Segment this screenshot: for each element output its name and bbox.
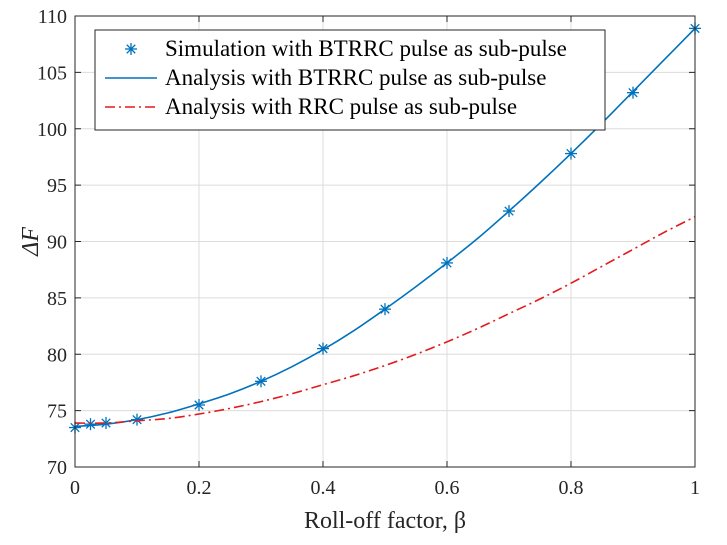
legend-label: Simulation with BTRRC pulse as sub-pulse [165, 36, 567, 61]
series-line [74, 27, 696, 428]
legend-entry: Analysis with RRC pulse as sub-pulse [105, 94, 517, 119]
y-tick-label: 90 [47, 232, 67, 254]
y-tick-label: 75 [47, 401, 67, 423]
legend-entry: Analysis with BTRRC pulse as sub-pulse [105, 65, 546, 90]
y-axis-label: ΔF [18, 227, 44, 257]
x-tick-label: 0 [70, 477, 80, 499]
legend-entry: Simulation with BTRRC pulse as sub-pulse [125, 36, 567, 61]
y-tick-label: 85 [47, 288, 67, 310]
y-tick-label: 100 [37, 119, 67, 141]
y-tick-label: 80 [47, 344, 67, 366]
x-axis-label: Roll-off factor, β [304, 508, 466, 534]
x-tick-label: 0.2 [187, 477, 212, 499]
legend-label: Analysis with BTRRC pulse as sub-pulse [165, 65, 546, 90]
tick-labels: 0 0.2 0.4 0.6 0.8 1 70 75 80 85 90 95 100 105 110 [37, 6, 700, 499]
ticks [74, 15, 696, 468]
x-tick-label: 1 [690, 477, 700, 499]
legend: Simulation with BTRRC pulse as sub-pulse… [94, 29, 606, 131]
series-layer [69, 22, 701, 434]
legend-label: Analysis with RRC pulse as sub-pulse [165, 94, 517, 119]
y-tick-label: 105 [37, 62, 67, 84]
x-tick-label: 0.6 [435, 477, 460, 499]
x-tick-label: 0.8 [559, 477, 584, 499]
series-analysis-with-rrc-pulse-as-sub-pulse [74, 215, 696, 424]
x-tick-label: 0.4 [311, 477, 336, 499]
legend-box [94, 29, 606, 131]
series-line [74, 215, 696, 424]
y-tick-label: 70 [47, 457, 67, 479]
simulation-marker [84, 418, 97, 431]
y-tick-label: 95 [47, 175, 67, 197]
simulation-marker [125, 43, 137, 55]
y-tick-label: 110 [38, 6, 67, 28]
series-analysis-with-btrrc-pulse-as-sub-pulse [74, 27, 696, 428]
